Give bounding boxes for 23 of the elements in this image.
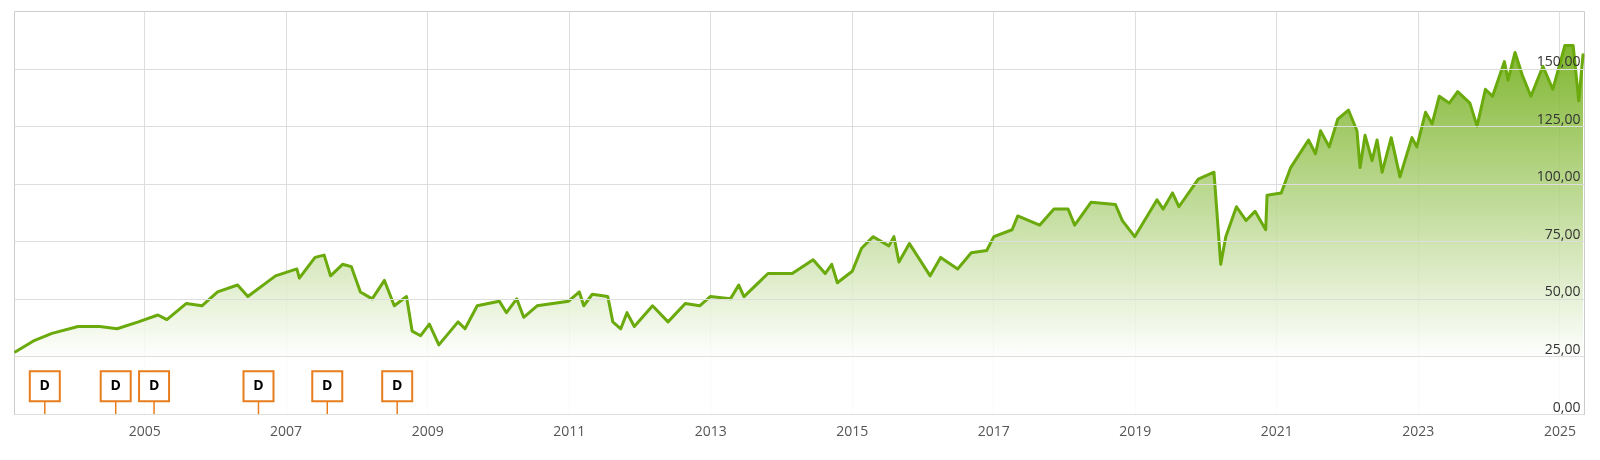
x-tick-label: 2023 bbox=[1402, 420, 1435, 440]
x-tick-label: 2015 bbox=[836, 420, 869, 440]
data-label: D bbox=[148, 375, 160, 395]
x-tick-label: 2025 bbox=[1543, 420, 1576, 440]
x-tick-label: 2011 bbox=[553, 420, 586, 440]
data-label: D bbox=[253, 375, 264, 395]
x-tick-label: 2019 bbox=[1119, 420, 1152, 440]
data-label: D bbox=[110, 375, 121, 395]
y-tick-label: 0,00 bbox=[1552, 396, 1581, 416]
x-tick-label: 2013 bbox=[694, 420, 727, 440]
x-tick-label: 2017 bbox=[977, 420, 1010, 440]
y-tick-label: 50,00 bbox=[1544, 281, 1581, 301]
y-tick-label: 25,00 bbox=[1544, 338, 1581, 358]
y-tick-label: 100,00 bbox=[1536, 166, 1581, 186]
x-tick-label: 2009 bbox=[411, 420, 444, 440]
data-label: D bbox=[39, 375, 50, 395]
data-label: D bbox=[392, 375, 403, 395]
x-tick-label: 2021 bbox=[1260, 420, 1293, 440]
x-tick-label: 2005 bbox=[128, 420, 161, 440]
y-tick-label: 125,00 bbox=[1536, 108, 1581, 128]
x-tick-label: 2007 bbox=[270, 420, 303, 440]
y-tick-label: 75,00 bbox=[1544, 223, 1581, 243]
data-label: D bbox=[322, 375, 333, 395]
